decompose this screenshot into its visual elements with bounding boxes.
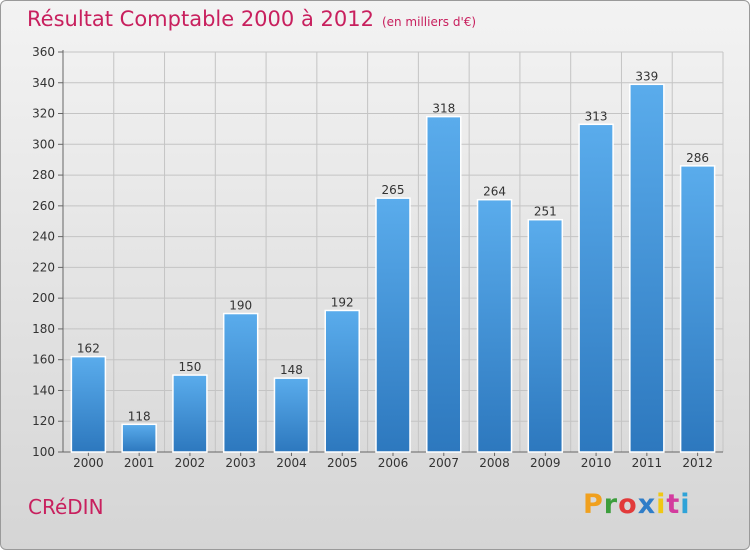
logo-letter: P — [583, 489, 604, 520]
x-tick-label: 2001 — [124, 456, 155, 470]
x-tick-label: 2006 — [378, 456, 409, 470]
data-label: 264 — [483, 185, 506, 199]
data-label: 192 — [331, 295, 354, 309]
x-tick-label: 2000 — [73, 456, 104, 470]
x-tick-label: 2002 — [175, 456, 206, 470]
logo-letter: r — [603, 489, 619, 520]
y-tick-label: 300 — [32, 137, 55, 151]
data-label: 286 — [686, 151, 709, 165]
data-label: 265 — [382, 183, 405, 197]
x-tick-label: 2005 — [327, 456, 358, 470]
y-tick-label: 120 — [32, 414, 55, 428]
data-label: 150 — [178, 360, 201, 374]
logo-letter: o — [618, 489, 638, 520]
logo-letter: x — [637, 489, 657, 520]
data-label: 118 — [128, 409, 151, 423]
y-tick-label: 360 — [32, 45, 55, 59]
x-tick-label: 2004 — [276, 456, 307, 470]
bar — [426, 115, 462, 453]
data-label: 148 — [280, 363, 303, 377]
bar — [222, 312, 259, 453]
chart-subtitle: (en milliers d'€) — [381, 15, 477, 29]
bar — [679, 165, 716, 453]
data-label: 190 — [229, 299, 252, 313]
y-tick-label: 340 — [32, 76, 55, 90]
data-label: 313 — [585, 109, 608, 123]
bar — [121, 423, 157, 453]
bar — [578, 123, 614, 453]
axes: 100 120 140 160 180 200 220 240 260 280 300 320 340 3… — [32, 45, 723, 470]
data-label: 318 — [432, 102, 455, 116]
bar — [324, 309, 360, 453]
chart-title: Résultat Comptable 2000 à 2012 (en millie… — [27, 7, 476, 31]
x-tick-label: 2008 — [479, 456, 510, 470]
y-tick-label: 160 — [32, 353, 55, 367]
commune-name: CRéDIN — [28, 495, 104, 519]
bar — [527, 218, 564, 453]
chart-title-text: Résultat Comptable 2000 à 2012 — [27, 7, 374, 31]
y-tick-label: 280 — [32, 168, 55, 182]
x-tick-label: 2003 — [225, 456, 256, 470]
data-label: 339 — [635, 69, 658, 83]
x-tick-label: 2007 — [428, 456, 459, 470]
y-tick-label: 260 — [32, 199, 55, 213]
bar — [375, 197, 411, 453]
y-tick-label: 180 — [32, 322, 55, 336]
logo-letter: i — [680, 489, 691, 520]
bar — [476, 198, 513, 453]
y-tick-label: 200 — [32, 291, 55, 305]
data-label: 251 — [534, 205, 557, 219]
bar — [172, 374, 208, 453]
bar — [273, 377, 310, 453]
y-tick-label: 240 — [32, 230, 55, 244]
bars — [70, 83, 716, 453]
data-labels: 162 118 150 190 148 192 265 318 264 251 313 339 286 — [77, 69, 709, 423]
logo-letter: i — [656, 489, 667, 520]
y-tick-label: 100 — [32, 445, 55, 459]
bar — [629, 83, 665, 453]
x-tick-label: 2009 — [530, 456, 561, 470]
data-label: 162 — [77, 342, 100, 356]
logo-letter: t — [666, 489, 681, 520]
proxiti-logo[interactable]: Proxiti — [583, 489, 691, 520]
y-tick-label: 220 — [32, 260, 55, 274]
x-tick-label: 2010 — [581, 456, 612, 470]
x-tick-label: 2012 — [682, 456, 713, 470]
x-tick-label: 2011 — [632, 456, 663, 470]
bar — [70, 355, 107, 453]
y-tick-label: 320 — [32, 107, 55, 121]
y-tick-label: 140 — [32, 383, 55, 397]
